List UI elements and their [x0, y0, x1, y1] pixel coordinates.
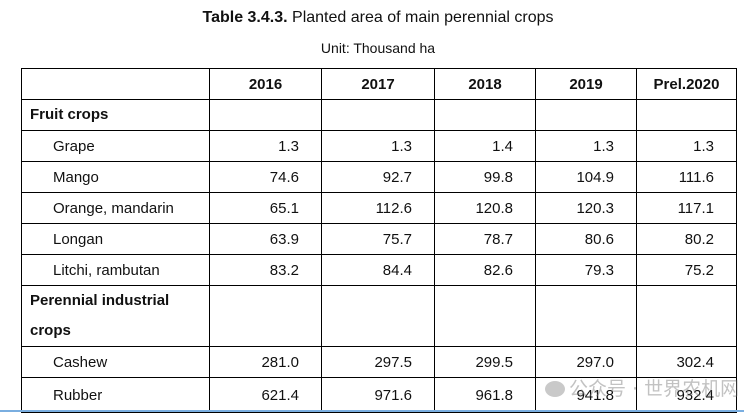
- table-row: Litchi, rambutan 83.2 84.4 82.6 79.3 75.2: [21, 254, 737, 286]
- value-cell: 74.6: [209, 161, 322, 193]
- empty-cell: [535, 285, 637, 347]
- group-label: Perennial industrial crops: [21, 285, 210, 347]
- value-cell: 941.8: [535, 377, 637, 413]
- empty-cell: [636, 99, 737, 131]
- value-cell: 117.1: [636, 192, 737, 224]
- header-cell: 2016: [209, 68, 322, 100]
- row-label: Rubber: [21, 377, 210, 413]
- empty-cell: [434, 99, 536, 131]
- row-label: Grape: [21, 130, 210, 162]
- unit-label: Unit: Thousand ha: [320, 40, 436, 56]
- value-cell: 78.7: [434, 223, 536, 255]
- value-cell: 83.2: [209, 254, 322, 286]
- table-title: Table 3.4.3. Planted area of main perenn…: [0, 9, 756, 27]
- value-cell: 932.4: [636, 377, 737, 413]
- header-cell: [21, 68, 210, 100]
- empty-cell: [434, 285, 536, 347]
- row-label: Orange, mandarin: [21, 192, 210, 224]
- empty-cell: [321, 99, 435, 131]
- empty-cell: [209, 285, 322, 347]
- empty-cell: [321, 285, 435, 347]
- row-label: Litchi, rambutan: [21, 254, 210, 286]
- value-cell: 104.9: [535, 161, 637, 193]
- header-cell: 2019: [535, 68, 637, 100]
- value-cell: 92.7: [321, 161, 435, 193]
- table-caption: Planted area of main perennial crops: [292, 9, 554, 26]
- table-row: Longan 63.9 75.7 78.7 80.6 80.2: [21, 223, 737, 255]
- value-cell: 84.4: [321, 254, 435, 286]
- value-cell: 1.3: [321, 130, 435, 162]
- empty-cell: [636, 285, 737, 347]
- value-cell: 1.3: [636, 130, 737, 162]
- value-cell: 120.3: [535, 192, 637, 224]
- value-cell: 99.8: [434, 161, 536, 193]
- value-cell: 281.0: [209, 346, 322, 378]
- table-row: Grape 1.3 1.3 1.4 1.3 1.3: [21, 130, 737, 162]
- row-label: Cashew: [21, 346, 210, 378]
- value-cell: 299.5: [434, 346, 536, 378]
- value-cell: 1.4: [434, 130, 536, 162]
- table-row: Cashew 281.0 297.5 299.5 297.0 302.4: [21, 346, 737, 378]
- value-cell: 111.6: [636, 161, 737, 193]
- value-cell: 120.8: [434, 192, 536, 224]
- group-label: Fruit crops: [21, 99, 210, 131]
- header-cell: 2017: [321, 68, 435, 100]
- group-row: Perennial industrial crops: [21, 285, 737, 347]
- header-row: 2016 2017 2018 2019 Prel.2020: [21, 68, 737, 100]
- table-row: Rubber 621.4 971.6 961.8 941.8 932.4: [21, 377, 737, 413]
- value-cell: 82.6: [434, 254, 536, 286]
- table-row: Mango 74.6 92.7 99.8 104.9 111.6: [21, 161, 737, 193]
- value-cell: 1.3: [535, 130, 637, 162]
- table-number: Table 3.4.3.: [202, 9, 288, 26]
- crops-table: 2016 2017 2018 2019 Prel.2020 Fruit crop…: [21, 68, 737, 413]
- row-label: Longan: [21, 223, 210, 255]
- value-cell: 961.8: [434, 377, 536, 413]
- value-cell: 75.7: [321, 223, 435, 255]
- value-cell: 80.2: [636, 223, 737, 255]
- group-row: Fruit crops: [21, 99, 737, 131]
- value-cell: 297.0: [535, 346, 637, 378]
- value-cell: 80.6: [535, 223, 637, 255]
- value-cell: 65.1: [209, 192, 322, 224]
- value-cell: 297.5: [321, 346, 435, 378]
- value-cell: 302.4: [636, 346, 737, 378]
- header-cell: 2018: [434, 68, 536, 100]
- header-cell: Prel.2020: [636, 68, 737, 100]
- empty-cell: [209, 99, 322, 131]
- bottom-divider: [0, 410, 744, 412]
- empty-cell: [535, 99, 637, 131]
- value-cell: 112.6: [321, 192, 435, 224]
- value-cell: 79.3: [535, 254, 637, 286]
- table-row: Orange, mandarin 65.1 112.6 120.8 120.3 117.1: [21, 192, 737, 224]
- value-cell: 75.2: [636, 254, 737, 286]
- value-cell: 971.6: [321, 377, 435, 413]
- value-cell: 621.4: [209, 377, 322, 413]
- value-cell: 1.3: [209, 130, 322, 162]
- row-label: Mango: [21, 161, 210, 193]
- value-cell: 63.9: [209, 223, 322, 255]
